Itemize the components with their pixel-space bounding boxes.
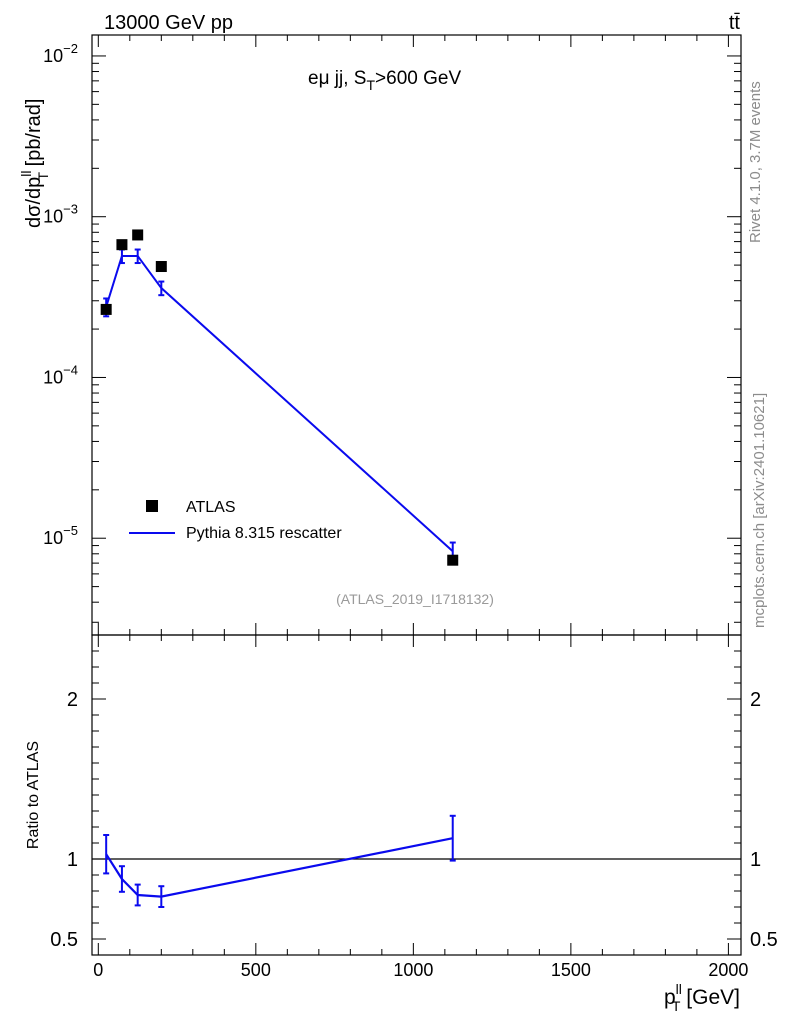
analysis-watermark: (ATLAS_2019_I1718132) xyxy=(336,591,494,607)
ratio-series-line xyxy=(105,837,453,898)
atlas-data-point xyxy=(447,554,459,566)
legend-label-mc: Pythia 8.315 rescatter xyxy=(186,525,342,542)
legend-label-atlas: ATLAS xyxy=(186,499,236,516)
x-axis-label: pll T [GeV] xyxy=(664,981,740,1014)
main-y-axis-label: dσ/dpllT [pb/rad] xyxy=(18,99,51,228)
ratio-plot-frame xyxy=(91,634,742,956)
x-tick-label: 500 xyxy=(241,960,271,980)
axis-ticks xyxy=(92,35,741,956)
mc-series-line xyxy=(105,254,454,552)
atlas-data-point xyxy=(132,229,144,241)
y-tick-label: 10−3 xyxy=(43,202,78,227)
ratio-y-tick-label: 2 xyxy=(67,689,78,711)
x-tick-label: 1000 xyxy=(393,960,433,980)
ratio-y-tick-label: 1 xyxy=(67,849,78,871)
legend: ATLAS Pythia 8.315 rescatter xyxy=(129,499,342,542)
atlas-data-point xyxy=(100,303,112,315)
ratio-y-tick-label-right: 2 xyxy=(750,689,761,711)
y-tick-label: 10−4 xyxy=(43,362,78,387)
x-tick-label: 1500 xyxy=(551,960,591,980)
ratio-y-axis-label: Ratio to ATLAS xyxy=(25,741,42,849)
ratio-y-tick-label: 0.5 xyxy=(50,929,78,951)
ratio-plot-marks xyxy=(92,814,741,908)
source-label: mcplots.cern.ch [arXiv:2401.10621] xyxy=(751,393,768,628)
x-tick-label: 2000 xyxy=(708,960,748,980)
ratio-y-tick-label-right: 1 xyxy=(750,849,761,871)
y-tick-label: 10−5 xyxy=(43,523,78,548)
ratio-y-tick-label-right: 0.5 xyxy=(750,929,778,951)
tick-labels: 0 500 1000 1500 2000 10−5 10−4 10−3 10−2 0.5 0.5 1 1… xyxy=(43,41,778,980)
process-label: tt̄ xyxy=(729,12,741,34)
x-tick-label: 0 xyxy=(93,960,103,980)
atlas-data-point xyxy=(155,261,167,273)
main-plot-frame xyxy=(91,34,742,636)
energy-label: 13000 GeV pp xyxy=(104,12,233,34)
atlas-data-point xyxy=(116,239,128,251)
rivet-version-label: Rivet 4.1.0, 3.7M events xyxy=(747,81,764,243)
y-tick-label: 10−2 xyxy=(43,41,78,66)
main-title: eμ jj, ST>600 GeV xyxy=(308,68,461,93)
main-plot-marks xyxy=(100,229,459,566)
legend-marker-atlas xyxy=(146,500,158,512)
